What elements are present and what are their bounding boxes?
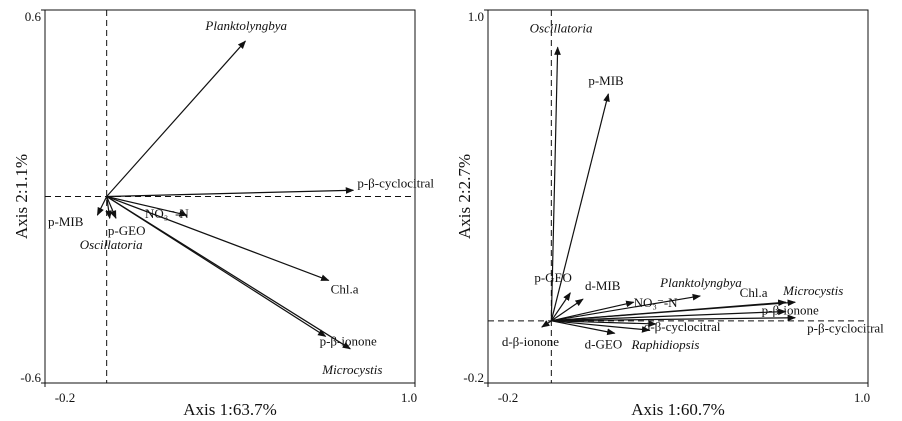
vector-label: Planktolyngbya — [204, 18, 287, 33]
vector-label: d-GEO — [585, 336, 623, 351]
vector-label: Microcystis — [782, 283, 843, 298]
vector-arrow — [551, 320, 657, 328]
vector-arrow — [551, 300, 635, 322]
vector-arrow — [551, 308, 787, 322]
vector-label: Oscillatoria — [80, 237, 143, 252]
vector-label: d-β-ionone — [502, 334, 559, 349]
vector-arrow — [96, 196, 108, 216]
x-axis-title: Axis 1:60.7% — [631, 400, 725, 419]
x-axis-title: Axis 1:63.7% — [183, 400, 277, 419]
vector-arrow — [551, 299, 797, 322]
vector-arrow — [550, 46, 561, 321]
x-tick-label: -0.2 — [55, 390, 76, 405]
vector-arrow — [551, 320, 651, 333]
vector-label: p-GEO — [108, 223, 146, 238]
vector-label: p-MIB — [48, 214, 84, 229]
vector-arrow — [106, 187, 355, 198]
vector-label: Oscillatoria — [530, 20, 593, 35]
vector-label: p-β-ionone — [762, 302, 819, 317]
vector-label: Chl.a — [331, 281, 359, 296]
vector-arrow — [106, 196, 117, 220]
vector-arrow — [551, 320, 616, 336]
vector-label: p-β-ionone — [320, 333, 377, 348]
vector-label: Chl.a — [740, 285, 768, 300]
vector-label: Planktolyngbya — [659, 275, 742, 290]
vector-arrow — [551, 293, 701, 322]
vector-label: Microcystis — [321, 362, 382, 377]
vector-label: p-MIB — [588, 73, 624, 88]
vector-label: d-β-cyclocitral — [644, 319, 721, 334]
vector-arrow — [550, 292, 571, 322]
y-tick-label: 1.0 — [468, 9, 484, 24]
vector-label: p-GEO — [534, 270, 572, 285]
y-tick-label: -0.6 — [20, 370, 41, 385]
vector-arrow — [106, 195, 351, 350]
vector-label: p-β-cyclocitral — [807, 321, 884, 336]
vector-label: NO₃⁻-N — [634, 295, 678, 310]
vector-arrow — [541, 320, 552, 328]
y-axis-title: Axis 2:1.1% — [12, 154, 31, 239]
vector-arrow — [550, 93, 610, 321]
x-tick-label: -0.2 — [498, 390, 519, 405]
plot-frame — [487, 9, 869, 384]
vector-label: d-MIB — [585, 278, 621, 293]
y-axis-title: Axis 2:2.7% — [455, 154, 474, 239]
vector-arrow — [550, 298, 584, 322]
y-tick-label: 0.6 — [25, 9, 42, 24]
vector-arrow — [106, 195, 330, 281]
vector-arrow — [105, 196, 113, 220]
x-tick-label: 1.0 — [854, 390, 870, 405]
vector-arrow — [551, 314, 797, 322]
vector-label: Raphidiopsis — [631, 337, 700, 352]
y-tick-label: -0.2 — [463, 370, 484, 385]
vector-arrow — [106, 40, 246, 197]
x-tick-label: 1.0 — [401, 390, 417, 405]
vector-arrow — [106, 195, 188, 217]
vector-label: NO₃⁻-N — [145, 206, 189, 221]
vector-label: p-β-cyclocitral — [357, 175, 434, 190]
